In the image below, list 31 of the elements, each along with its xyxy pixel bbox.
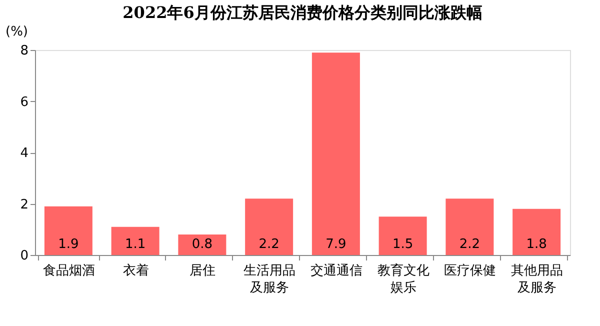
data-label: 7.9	[326, 237, 346, 252]
bar	[44, 206, 92, 255]
y-tick-label: 8	[20, 44, 28, 58]
y-tick-label: 6	[20, 94, 28, 110]
x-tick-label: 居住	[190, 264, 216, 278]
x-tick-label: 食品烟酒	[42, 264, 95, 278]
bar	[111, 226, 160, 255]
data-label: 2.2	[459, 237, 480, 252]
x-tick-label: 交通通信	[310, 262, 362, 278]
y-tick-label: 2	[20, 197, 28, 212]
chart-title: 2022年6月份江苏居民消费价格分类别同比涨跌幅	[122, 3, 482, 22]
x-tick-label: 医疗保健	[444, 264, 496, 278]
data-label: 1.5	[392, 237, 414, 252]
bar	[178, 234, 226, 255]
data-label: 1.9	[58, 237, 79, 252]
y-tick-label: 0	[20, 248, 28, 264]
data-label: 1.1	[124, 237, 146, 252]
bar	[378, 216, 427, 255]
bar	[245, 198, 294, 255]
bar	[512, 208, 561, 255]
data-label: 2.2	[258, 237, 280, 252]
x-tick-label: 衣着	[122, 262, 149, 278]
bar	[312, 52, 360, 255]
x-tick-label: 生活用品及服务	[244, 264, 296, 296]
x-tick-label: 教育文化娱乐	[377, 262, 430, 296]
x-tick-label: 其他用品及服务	[511, 264, 564, 296]
data-label: 1.8	[526, 237, 547, 252]
data-label: 0.8	[192, 237, 213, 252]
bar	[446, 198, 494, 255]
y-tick-label: 4	[20, 146, 28, 161]
y-axis-title: (%)	[6, 24, 28, 40]
